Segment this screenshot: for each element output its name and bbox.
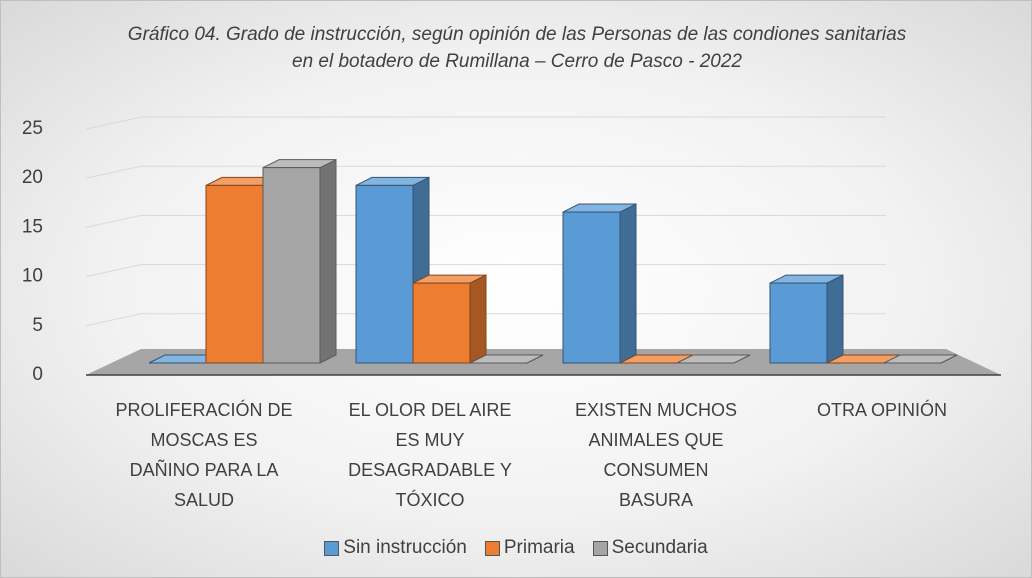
bar-front: [769, 282, 828, 364]
bar: [676, 354, 751, 364]
bar: [562, 203, 637, 364]
grid-line: [85, 116, 886, 130]
legend-item: Primaria: [484, 537, 575, 559]
legend-swatch: [484, 540, 500, 556]
y-tick-label: 20: [22, 167, 43, 188]
x-tick-label: EL OLOR DEL AIRE ES MUY DESAGRADABLE Y T…: [348, 400, 512, 510]
x-tick-label: PROLIFERACIÓN DE MOSCAS ES DAÑINO PARA L…: [115, 400, 293, 510]
legend-item: Secundaria: [592, 537, 708, 559]
bar: [262, 158, 337, 364]
bar-front: [205, 184, 264, 364]
y-tick-label: 10: [22, 266, 43, 287]
bar-top: [469, 354, 544, 364]
bar-front: [262, 167, 321, 364]
bar: [883, 354, 958, 364]
grid-line: [85, 165, 886, 179]
bar-front: [355, 184, 414, 364]
bar-side: [469, 274, 487, 364]
chart-title: Gráfico 04. Grado de instrucción, según …: [127, 24, 907, 72]
legend-label: Sin instrucción: [343, 537, 467, 558]
y-tick-label: 25: [22, 118, 43, 139]
y-tick-label: 15: [22, 216, 43, 237]
legend-item: Sin instrucción: [324, 537, 467, 559]
bar-side: [319, 158, 337, 364]
bar: [469, 354, 544, 364]
legend-swatch: [592, 540, 608, 556]
grid-line: [85, 313, 886, 327]
legend-label: Primaria: [503, 537, 575, 558]
x-tick-label: EXISTEN MUCHOS ANIMALES QUE CONSUMEN BAS…: [574, 400, 738, 510]
bar-top: [676, 354, 751, 364]
x-tick-label: OTRA OPINIÓN: [816, 400, 948, 420]
bar-front: [412, 282, 471, 364]
bar: [769, 274, 844, 364]
grid-line: [85, 264, 886, 278]
bar-front: [562, 211, 621, 364]
bar-side: [619, 203, 637, 364]
y-tick-label: 0: [32, 364, 43, 385]
bar-top: [883, 354, 958, 364]
legend: Sin instrucción Primaria Secundaria: [1, 537, 1031, 559]
bar-side: [826, 274, 844, 364]
y-tick-label: 5: [32, 315, 43, 336]
legend-label: Secundaria: [611, 537, 708, 558]
grid-line: [85, 214, 886, 228]
legend-swatch: [324, 540, 340, 556]
bar: [412, 274, 487, 364]
